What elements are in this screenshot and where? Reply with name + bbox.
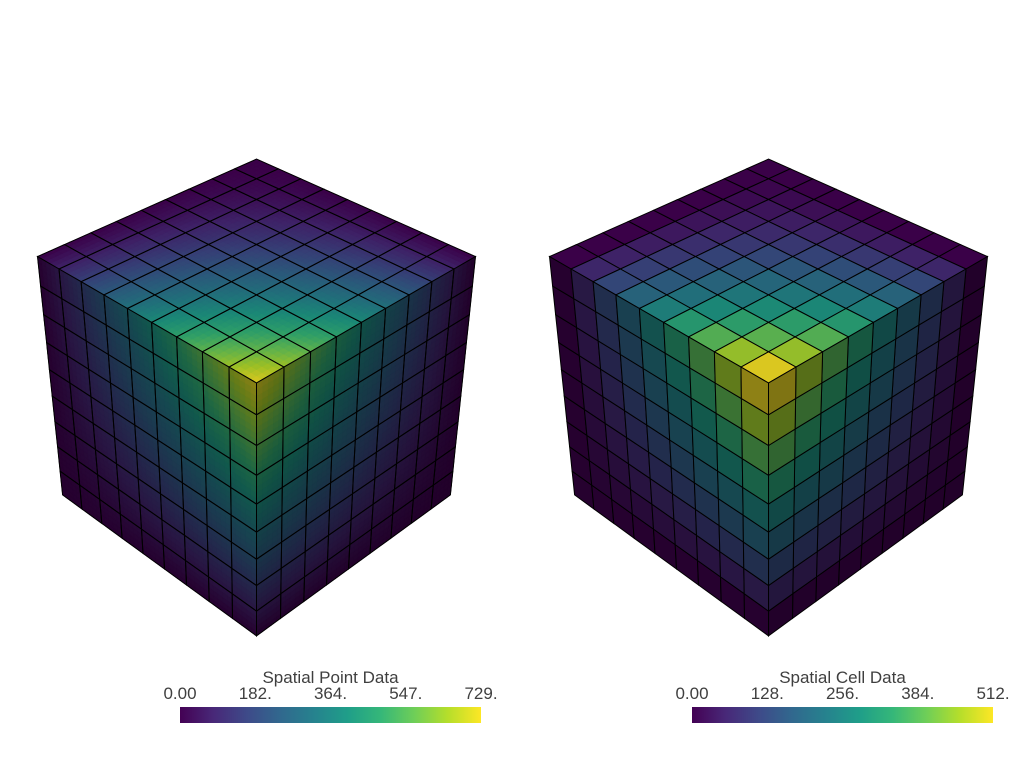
face-right [256, 255, 476, 637]
colorbar-tick: 0.00 [675, 684, 709, 703]
colorbar-gradient [692, 707, 993, 723]
colorbar-tick: 547. [389, 684, 423, 703]
cell-data-cube-mesh[interactable] [548, 158, 989, 637]
colorbar-tick: 364. [313, 684, 348, 703]
colorbar-tick: 384. [901, 684, 935, 703]
point-data-cube-mesh[interactable] [36, 158, 477, 637]
colorbar-point-data: Spatial Point Data 0.00 182. 364. 547. 7… [163, 668, 498, 725]
colorbar-tick: 256. [825, 684, 860, 703]
face-left [548, 255, 769, 637]
colorbar-gradient [180, 707, 481, 723]
colorbar-title: Spatial Point Data [262, 668, 399, 687]
colorbar-tick: 512. [976, 684, 1010, 703]
mesh-cell [768, 366, 797, 416]
face-right [768, 255, 989, 637]
colorbar-tick: 729. [464, 684, 498, 703]
colorbar-title: Spatial Cell Data [779, 668, 906, 687]
colorbar-tick: 128. [750, 684, 784, 703]
face-top [36, 158, 477, 384]
colorbar-tick: 0.00 [163, 684, 197, 703]
colorbar-cell-data: Spatial Cell Data 0.00 128. 256. 384. 51… [675, 668, 1010, 725]
colorbar-tick: 182. [238, 684, 272, 703]
mesh-edges [256, 255, 477, 637]
